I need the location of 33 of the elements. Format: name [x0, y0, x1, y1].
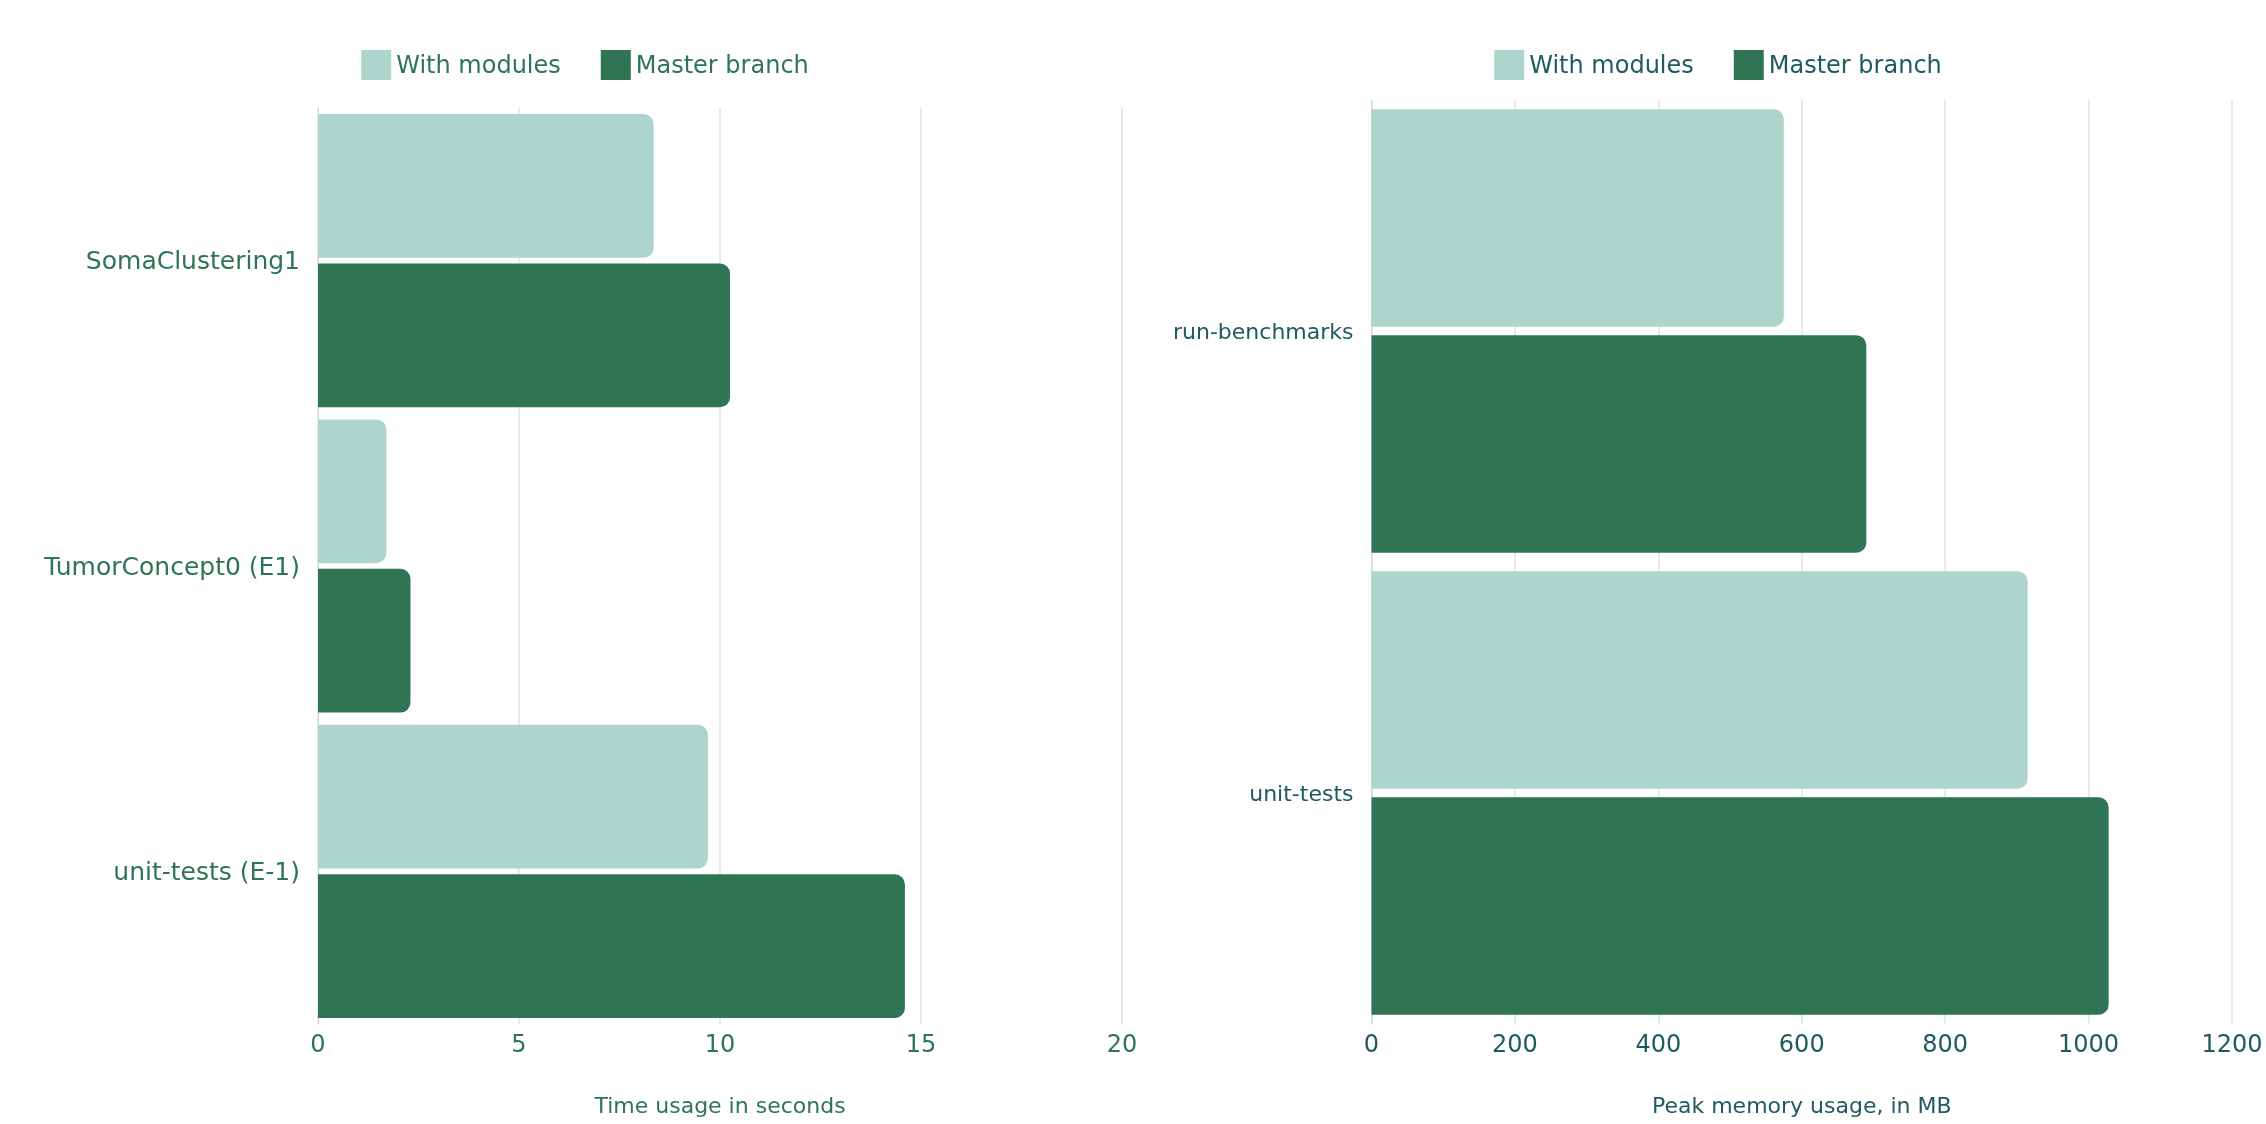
x-tick-label: 1000 — [2058, 1030, 2120, 1058]
x-tick-label: 15 — [905, 1030, 937, 1058]
x-tick-label: 20 — [1106, 1030, 1138, 1058]
legend-label: Master branch — [1768, 51, 1942, 79]
y-tick-label: unit-tests (E-1) — [113, 856, 300, 886]
legend-label: With modules — [396, 51, 561, 79]
bar — [318, 114, 654, 258]
x-tick-label: 200 — [1492, 1030, 1538, 1058]
bar — [1371, 335, 1867, 553]
x-tick-label: 1200 — [2201, 1030, 2263, 1058]
bar — [318, 568, 411, 713]
bar — [1371, 109, 1784, 327]
x-tick-label: 0 — [1363, 1030, 1380, 1058]
bar — [318, 724, 708, 869]
x-tick-label: 5 — [511, 1030, 527, 1058]
x-tick-label: 400 — [1635, 1030, 1682, 1058]
y-tick-label: unit-tests — [1249, 780, 1354, 806]
x-tick-label: 10 — [704, 1030, 736, 1058]
x-axis-title: Peak memory usage, in MB — [1651, 1092, 1952, 1118]
x-tick-label: 800 — [1922, 1030, 1969, 1058]
x-tick-label: 0 — [310, 1030, 326, 1058]
x-tick-label: 600 — [1778, 1030, 1825, 1058]
x-axis-title: Time usage in seconds — [593, 1092, 846, 1118]
bar — [1371, 571, 2028, 789]
y-tick-label: SomaClustering1 — [85, 246, 300, 276]
bar — [1371, 797, 2109, 1015]
y-tick-label: run-benchmarks — [1173, 318, 1354, 344]
bar — [318, 419, 387, 564]
legend-label: Master branch — [635, 51, 809, 79]
y-tick-label: TumorConcept0 (E1) — [43, 551, 300, 581]
legend-label: With modules — [1529, 51, 1694, 79]
bar — [318, 874, 905, 1018]
bar — [318, 263, 731, 408]
